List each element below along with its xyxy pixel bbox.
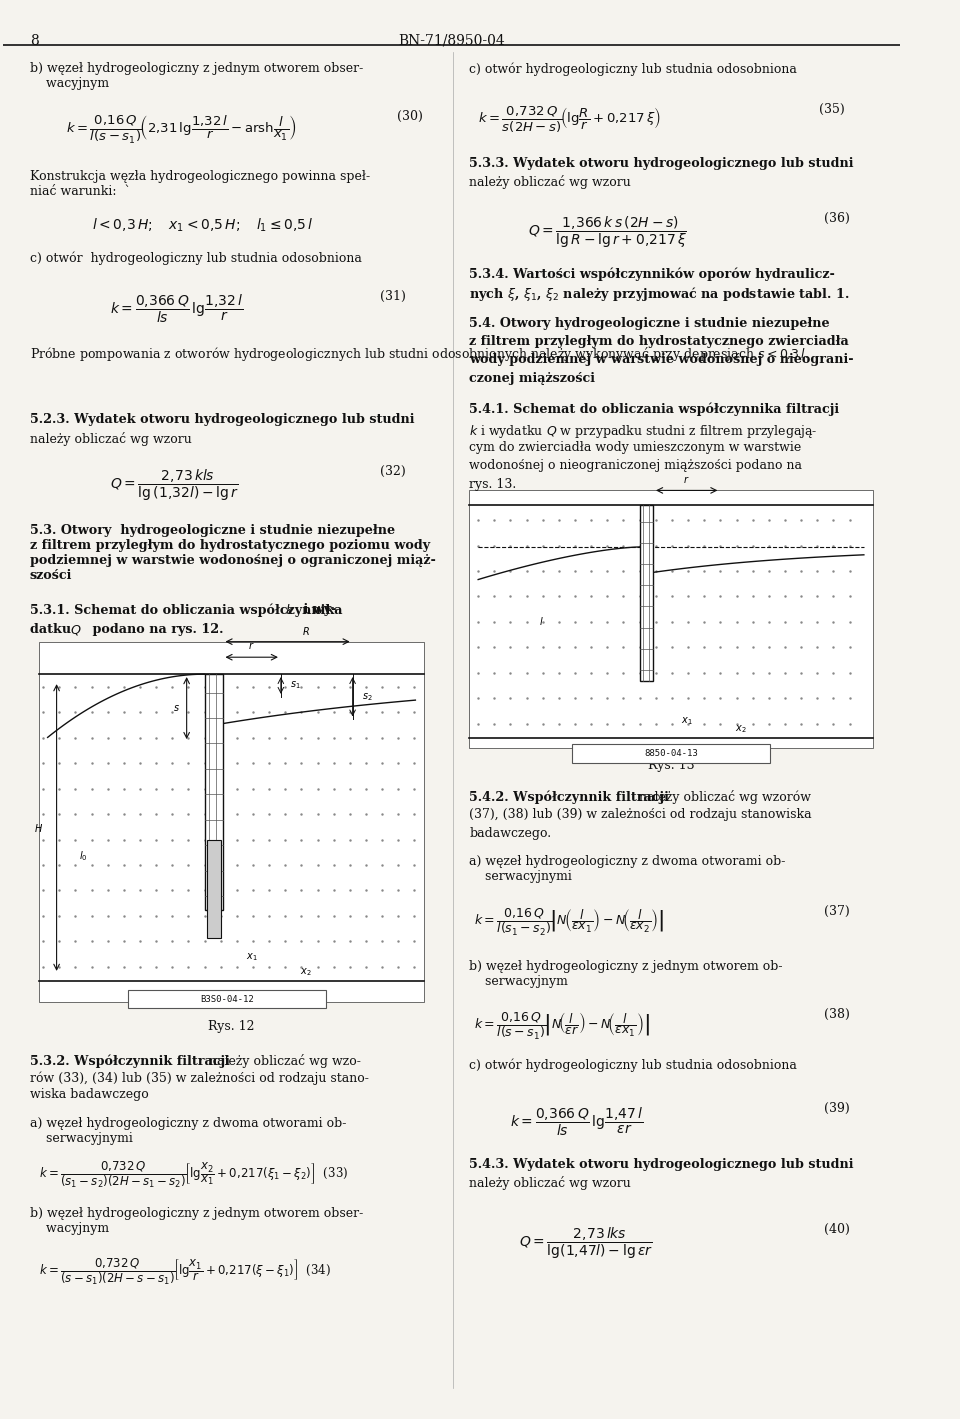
Text: 5.3. Otwory  hydrogeologiczne i studnie niezupełne
z filtrem przyległym do hydro: 5.3. Otwory hydrogeologiczne i studnie n… [30, 525, 436, 582]
Text: $Q = \dfrac{2{,}73\,lks}{\mathrm{lg}(1{,}47l) - \mathrm{lg}\,\varepsilon r}$: $Q = \dfrac{2{,}73\,lks}{\mathrm{lg}(1{,… [518, 1226, 653, 1260]
Text: Rys. 12: Rys. 12 [208, 1020, 254, 1033]
Text: $x_1$: $x_1$ [681, 715, 692, 728]
Text: Rys. 13: Rys. 13 [648, 759, 694, 772]
Text: i wy-: i wy- [299, 603, 336, 616]
Text: (35): (35) [819, 104, 845, 116]
Text: BN-71/8950-04: BN-71/8950-04 [397, 34, 505, 48]
Text: (37): (37) [824, 904, 850, 918]
Text: cym do zwierciadła wody umieszczonym w warstwie: cym do zwierciadła wody umieszczonym w w… [469, 441, 802, 454]
Text: $x_2$: $x_2$ [734, 722, 746, 735]
Text: $r$: $r$ [684, 474, 690, 485]
Text: (30): (30) [397, 111, 423, 123]
Text: (38): (38) [824, 1007, 850, 1020]
Text: $R$: $R$ [301, 624, 309, 637]
Text: czonej miąższości: czonej miąższości [469, 372, 595, 385]
Text: (40): (40) [824, 1223, 850, 1236]
Text: a) węzeł hydrogeologiczny z dwoma otworami ob-
    serwacyjnymi: a) węzeł hydrogeologiczny z dwoma otwora… [469, 856, 785, 883]
Text: należy obliczać wg wzoru: należy obliczać wg wzoru [469, 1176, 631, 1191]
Text: 8850-04-13: 8850-04-13 [644, 749, 698, 758]
Text: (32): (32) [379, 465, 405, 478]
Bar [129, 990, 325, 1009]
Text: Próbne pompowania z otworów hydrogeologicznych lub studni odosobnionych należy w: Próbne pompowania z otworów hydrogeologi… [30, 345, 809, 363]
Text: $k = \dfrac{0{,}16\,Q}{l(s-s_1)}\!\left|N\!\left(\dfrac{l}{\varepsilon r}\right): $k = \dfrac{0{,}16\,Q}{l(s-s_1)}\!\left|… [473, 1010, 650, 1042]
Bar [204, 674, 223, 910]
Text: $r$: $r$ [249, 640, 255, 651]
Text: 8: 8 [30, 34, 38, 48]
Text: 5.3.1. Schemat do obliczania współczynnika: 5.3.1. Schemat do obliczania współczynni… [30, 603, 347, 617]
Bar [639, 505, 653, 681]
Text: b) węzeł hydrogeologiczny z jednym otworem obser-
    wacyjnym: b) węzeł hydrogeologiczny z jednym otwor… [30, 62, 363, 91]
Text: $x_2$: $x_2$ [300, 966, 311, 978]
Text: (36): (36) [824, 211, 850, 226]
Text: $k$ i wydatku $Q$ w przypadku studni z filtrem przylegają-: $k$ i wydatku $Q$ w przypadku studni z f… [469, 423, 818, 440]
Text: wiska badawczego: wiska badawczego [30, 1088, 149, 1101]
Text: (39): (39) [824, 1103, 850, 1115]
Text: c) otwór hydrogeologiczny lub studnia odosobniona: c) otwór hydrogeologiczny lub studnia od… [469, 62, 797, 75]
Text: wody podziemnej w warstwie wodonośnej o nieograni-: wody podziemnej w warstwie wodonośnej o … [469, 353, 853, 366]
Text: nych $\xi$, $\xi_1$, $\xi_2$ należy przyjmować na podstawie tabl. 1.: nych $\xi$, $\xi_1$, $\xi_2$ należy przy… [469, 285, 850, 304]
Text: 5.4. Otwory hydrogeologiczne i studnie niezupełne: 5.4. Otwory hydrogeologiczne i studnie n… [469, 316, 829, 329]
Text: $Q = \dfrac{2{,}73\,kls}{\mathrm{lg}\,(1{,}32l) - \mathrm{lg}\,r}$: $Q = \dfrac{2{,}73\,kls}{\mathrm{lg}\,(1… [110, 468, 239, 504]
Text: rys. 13.: rys. 13. [469, 478, 516, 491]
Text: $s$: $s$ [173, 702, 180, 714]
Text: $x_1$: $x_1$ [246, 952, 257, 964]
Text: $k = \dfrac{0{,}16\,Q}{l(s-s_1)}\!\left(2{,}31\,\mathrm{lg}\dfrac{1{,}32\,l}{r}-: $k = \dfrac{0{,}16\,Q}{l(s-s_1)}\!\left(… [65, 114, 297, 145]
Text: $k = \dfrac{0{,}732\,Q}{(s_1-s_2)(2H-s_1-s_2)}\!\left[\mathrm{lg}\dfrac{x_2}{x_1: $k = \dfrac{0{,}732\,Q}{(s_1-s_2)(2H-s_1… [38, 1159, 348, 1189]
Text: z filtrem przyległym do hydrostatycznego zwierciadła: z filtrem przyległym do hydrostatycznego… [469, 335, 849, 348]
Text: $l_0$: $l_0$ [80, 849, 87, 863]
Text: (31): (31) [379, 289, 405, 302]
Text: $l < 0{,}3\,H;\quad x_1 < 0{,}5\,H;\quad l_1 \leq 0{,}5\,l$: $l < 0{,}3\,H;\quad x_1 < 0{,}5\,H;\quad… [92, 216, 314, 234]
Bar [572, 744, 770, 762]
Text: $l$: $l$ [539, 616, 543, 627]
Text: $k = \dfrac{0{,}732\,Q}{s(2H-s)}\!\left(\mathrm{lg}\dfrac{R}{r}+0{,}217\,\xi\rig: $k = \dfrac{0{,}732\,Q}{s(2H-s)}\!\left(… [478, 105, 661, 135]
Text: 5.2.3. Wydatek otworu hydrogeologicznego lub studni: 5.2.3. Wydatek otworu hydrogeologicznego… [30, 413, 414, 426]
Text: $k = \dfrac{0{,}366\,Q}{ls}\,\mathrm{lg}\dfrac{1{,}32\,l}{r}$: $k = \dfrac{0{,}366\,Q}{ls}\,\mathrm{lg}… [110, 292, 244, 325]
Bar [207, 840, 221, 938]
Text: 5.3.4. Wartości współczynników oporów hydraulicz-: 5.3.4. Wartości współczynników oporów hy… [469, 267, 835, 281]
Text: b) węzeł hydrogeologiczny z jednym otworem ob-
    serwacyjnym: b) węzeł hydrogeologiczny z jednym otwor… [469, 959, 782, 988]
Text: 5.3.3. Wydatek otworu hydrogeologicznego lub studni: 5.3.3. Wydatek otworu hydrogeologicznego… [469, 158, 853, 170]
Text: $H$: $H$ [34, 822, 43, 833]
Bar [38, 641, 424, 1002]
Text: c) otwór  hydrogeologiczny lub studnia odosobniona: c) otwór hydrogeologiczny lub studnia od… [30, 251, 362, 265]
Text: $k = \dfrac{0{,}16\,Q}{l(s_1-s_2)}\!\left|N\!\left(\dfrac{l}{\varepsilon x_1}\ri: $k = \dfrac{0{,}16\,Q}{l(s_1-s_2)}\!\lef… [473, 907, 664, 938]
Text: należy obliczać wg wzoru: należy obliczać wg wzoru [469, 175, 631, 189]
Bar [469, 491, 873, 748]
Text: 5.4.3. Wydatek otworu hydrogeologicznego lub studni: 5.4.3. Wydatek otworu hydrogeologicznego… [469, 1158, 853, 1171]
Text: badawczego.: badawczego. [469, 827, 551, 840]
Text: $Q$: $Q$ [70, 623, 82, 637]
Text: b) węzeł hydrogeologiczny z jednym otworem obser-
    wacyjnym: b) węzeł hydrogeologiczny z jednym otwor… [30, 1208, 363, 1235]
Text: wodonośnej o nieograniczonej miąższości podano na: wodonośnej o nieograniczonej miąższości … [469, 460, 803, 473]
Text: należy obliczać wg wzoru: należy obliczać wg wzoru [30, 433, 191, 447]
Text: 5.3.2. Współczynnik filtracji: 5.3.2. Współczynnik filtracji [30, 1054, 229, 1069]
Text: $Q = \dfrac{1{,}366\,k\,s\,(2H-s)}{\mathrm{lg}\,R - \mathrm{lg}\,r + 0{,}217\,\x: $Q = \dfrac{1{,}366\,k\,s\,(2H-s)}{\math… [527, 214, 686, 250]
Text: datku: datku [30, 623, 75, 636]
Text: Konstrukcja węzła hydrogeologicznego powinna speł-
niać warunki:  `: Konstrukcja węzła hydrogeologicznego pow… [30, 169, 370, 197]
Text: należy obliczać wg wzorów: należy obliczać wg wzorów [636, 790, 811, 805]
Text: (37), (38) lub (39) w zależności od rodzaju stanowiska: (37), (38) lub (39) w zależności od rodz… [469, 809, 812, 822]
Text: $s_2$: $s_2$ [362, 691, 372, 702]
Text: $s_1$: $s_1$ [290, 680, 300, 691]
Text: B3S0-04-12: B3S0-04-12 [200, 995, 253, 1003]
Text: $k$: $k$ [285, 603, 295, 617]
Text: $k = \dfrac{0{,}732\,Q}{(s-s_1)(2H-s-s_1)}\!\left[\mathrm{lg}\dfrac{x_1}{r}+0{,}: $k = \dfrac{0{,}732\,Q}{(s-s_1)(2H-s-s_1… [38, 1256, 330, 1287]
Text: należy obliczać wg wzo-: należy obliczać wg wzo- [204, 1054, 360, 1069]
Text: c) otwór hydrogeologiczny lub studnia odosobniona: c) otwór hydrogeologiczny lub studnia od… [469, 1059, 797, 1073]
Text: 5.4.2. Współczynnik filtracji: 5.4.2. Współczynnik filtracji [469, 790, 669, 803]
Text: $k = \dfrac{0{,}366\,Q}{ls}\,\mathrm{lg}\dfrac{1{,}47\,l}{\varepsilon r}$: $k = \dfrac{0{,}366\,Q}{ls}\,\mathrm{lg}… [510, 1105, 643, 1138]
Text: a) węzeł hydrogeologiczny z dwoma otworami ob-
    serwacyjnymi: a) węzeł hydrogeologiczny z dwoma otwora… [30, 1117, 346, 1145]
Text: 5.4.1. Schemat do obliczania współczynnika filtracji: 5.4.1. Schemat do obliczania współczynni… [469, 403, 839, 416]
Text: rów (33), (34) lub (35) w zależności od rodzaju stano-: rów (33), (34) lub (35) w zależności od … [30, 1071, 369, 1086]
Text: podano na rys. 12.: podano na rys. 12. [88, 623, 224, 636]
